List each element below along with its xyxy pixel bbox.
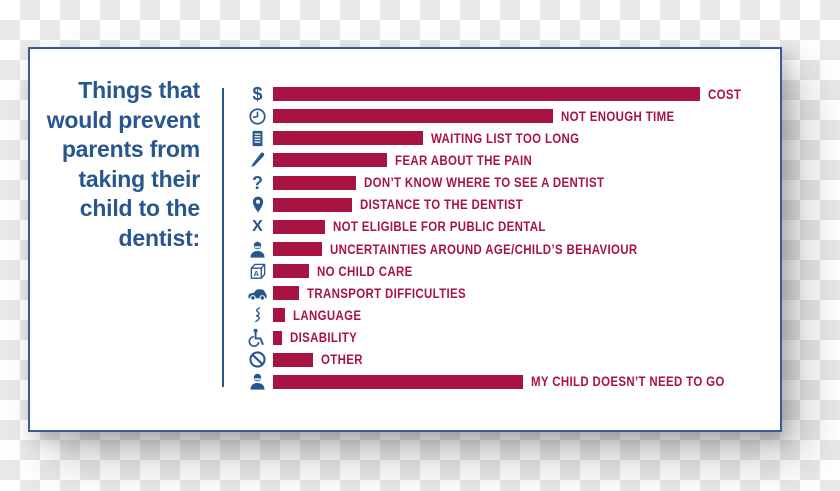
alphabet-block-icon: A bbox=[244, 261, 271, 281]
prohibition-icon bbox=[244, 350, 271, 370]
chart-row: TRANSPORT DIFFICULTIES bbox=[244, 282, 774, 304]
language-icon bbox=[244, 305, 271, 325]
bar bbox=[273, 242, 322, 257]
cross-icon: X bbox=[252, 217, 263, 235]
chart-row: A NO CHILD CARE bbox=[244, 260, 774, 282]
chart-row: ? DON’T KNOW WHERE TO SEE A DENTIST bbox=[244, 172, 774, 194]
dollar-icon: $ bbox=[252, 84, 263, 105]
bar bbox=[273, 197, 352, 212]
bar bbox=[273, 153, 387, 168]
bar bbox=[273, 87, 700, 102]
needle-icon bbox=[244, 150, 271, 170]
vertical-divider bbox=[222, 88, 224, 387]
chart-row: WAITING LIST TOO LONG bbox=[244, 127, 774, 149]
chart-row: LANGUAGE bbox=[244, 304, 774, 326]
bar-label: FEAR ABOUT THE PAIN bbox=[395, 152, 533, 168]
chart-row: DISTANCE TO THE DENTIST bbox=[244, 194, 774, 216]
bar-label: COST bbox=[708, 86, 742, 102]
svg-text:A: A bbox=[254, 269, 260, 278]
bar-label: DISTANCE TO THE DENTIST bbox=[360, 197, 523, 213]
bar bbox=[273, 330, 282, 345]
question-mark-icon: ? bbox=[252, 172, 263, 193]
bar bbox=[273, 264, 309, 279]
chart-row: NOT ENOUGH TIME bbox=[244, 105, 774, 127]
bar-label: WAITING LIST TOO LONG bbox=[431, 130, 580, 146]
bar-label: NO CHILD CARE bbox=[317, 263, 413, 279]
infographic-card: Things that would prevent parents from t… bbox=[28, 47, 782, 432]
bar bbox=[273, 131, 423, 146]
bar-label: NOT ENOUGH TIME bbox=[561, 108, 675, 124]
bar-label: OTHER bbox=[321, 352, 363, 368]
bar bbox=[273, 308, 285, 323]
chart-title: Things that would prevent parents from t… bbox=[46, 77, 201, 251]
location-pin-icon bbox=[244, 195, 271, 215]
bar-chart: $ COST NOT ENOUGH TIME WAITING LIST TOO LON… bbox=[244, 83, 774, 393]
chart-row: $ COST bbox=[244, 83, 774, 105]
bar-label: DISABILITY bbox=[290, 330, 358, 346]
bar-label: DON’T KNOW WHERE TO SEE A DENTIST bbox=[364, 175, 605, 191]
bar bbox=[273, 286, 299, 301]
bar bbox=[273, 374, 523, 389]
chart-row: X NOT ELIGIBLE FOR PUBLIC DENTAL bbox=[244, 216, 774, 238]
bar-label: LANGUAGE bbox=[293, 307, 362, 323]
bar-label: MY CHILD DOESN’T NEED TO GO bbox=[531, 374, 725, 390]
clock-icon bbox=[244, 106, 271, 126]
bar bbox=[273, 219, 325, 234]
chart-row: FEAR ABOUT THE PAIN bbox=[244, 149, 774, 171]
bar-label: UNCERTAINTIES AROUND AGE/CHILD’S BEHAVIO… bbox=[330, 241, 638, 257]
person-icon bbox=[244, 372, 271, 392]
chart-row: DISABILITY bbox=[244, 327, 774, 349]
chart-row: OTHER bbox=[244, 349, 774, 371]
bar bbox=[273, 352, 313, 367]
bar-label: TRANSPORT DIFFICULTIES bbox=[307, 285, 466, 301]
bar bbox=[273, 175, 356, 190]
chart-row: MY CHILD DOESN’T NEED TO GO bbox=[244, 371, 774, 393]
bar-label: NOT ELIGIBLE FOR PUBLIC DENTAL bbox=[333, 219, 546, 235]
car-icon bbox=[244, 283, 271, 303]
child-icon bbox=[244, 239, 271, 259]
chart-row: UNCERTAINTIES AROUND AGE/CHILD’S BEHAVIO… bbox=[244, 238, 774, 260]
waiting-list-icon bbox=[244, 128, 271, 148]
bar bbox=[273, 109, 553, 124]
wheelchair-icon bbox=[244, 328, 271, 348]
